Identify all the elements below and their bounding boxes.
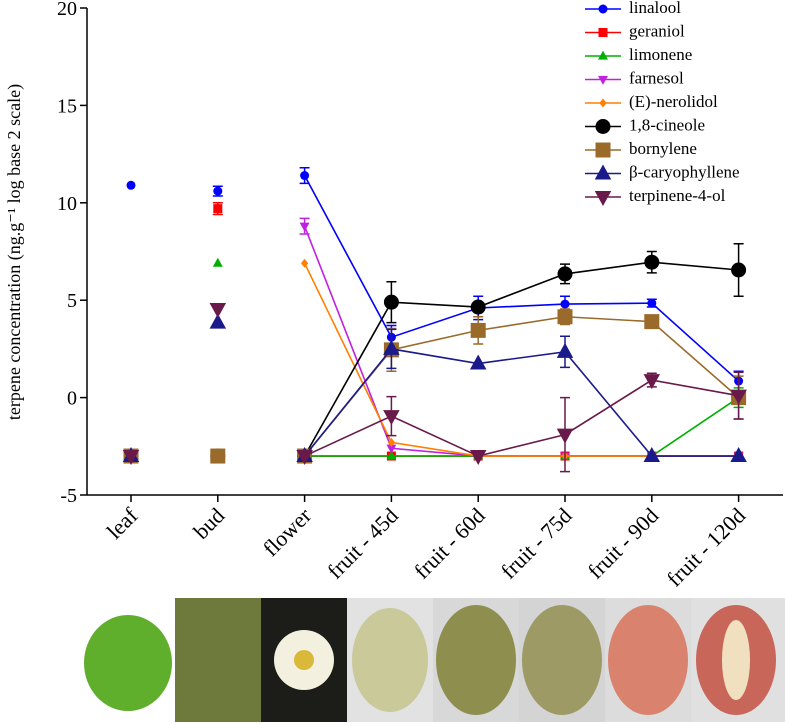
marker [556,342,574,358]
photos [84,598,785,722]
marker [730,389,747,405]
marker [730,447,747,463]
marker [647,298,657,308]
leaf-photo [84,615,172,711]
series-line [303,262,739,457]
legend-label: (E)-nerolidol [629,92,718,111]
fruit-120d-core [722,620,750,700]
x-tick-label: leaf [102,502,143,543]
x-tick-label: fruit - 120d [662,503,751,592]
legend-marker [598,28,608,37]
legend-label: geraniol [629,21,685,40]
y-tick-label: 10 [57,193,77,215]
fruit-45d [352,608,428,712]
marker [300,171,310,181]
marker [383,294,399,310]
flower-center [294,650,314,670]
legend-marker [595,119,611,134]
marker [470,299,486,315]
marker [126,180,136,190]
marker [212,257,223,267]
y-axis-label: terpene concentration (ng.g⁻¹ log base 2… [4,84,25,420]
y-tick-label: 20 [57,0,77,20]
y-tick-label: 15 [57,95,77,117]
marker [643,374,661,390]
y-tick-label: 5 [67,290,77,312]
y-tick-label: -5 [60,485,77,507]
marker [731,262,747,278]
marker [386,450,397,460]
legend-marker [598,50,608,60]
x-tick-label: bud [188,503,229,544]
marker [469,354,487,370]
y-tick-label: 0 [67,388,77,410]
legend-label: farnesol [629,68,684,87]
legend-marker [598,4,608,14]
bud-photo [175,598,261,722]
legend-marker [594,191,612,206]
x-tick-label: fruit - 60d [409,503,490,584]
marker [210,448,226,464]
x-tick-label: fruit - 75d [496,503,577,584]
marker [557,309,573,325]
marker [470,322,486,338]
marker [122,450,140,466]
legend-label: linalool [629,0,681,17]
legend-marker [599,98,607,108]
marker [296,450,313,466]
marker [556,428,574,444]
marker [387,437,395,447]
marker [560,299,570,309]
series-line [303,348,739,457]
fruit-75d [522,605,602,715]
marker [209,313,227,329]
marker [383,339,400,355]
marker [213,204,223,214]
series-line [303,261,739,457]
marker [383,410,400,426]
marker [644,314,660,330]
marker [299,222,310,232]
marker [301,258,309,268]
legend-label: β-caryophyllene [629,162,740,181]
x-tick-label: flower [258,502,317,561]
marker [469,450,487,466]
legend-label: limonene [629,45,692,64]
legend-marker [594,164,612,180]
x-tick-label: fruit - 45d [322,503,403,584]
marker [213,186,223,196]
series-line [304,379,739,457]
legend-label: terpinene-4-ol [629,186,726,205]
x-tick-label: fruit - 90d [583,503,664,584]
legend-label: bornylene [629,139,697,158]
legend-marker [598,75,608,85]
series-line [303,315,740,457]
fruit-60d [436,605,516,715]
series-line [303,175,740,382]
legend-marker [595,142,611,158]
marker [557,266,573,282]
marker [386,444,397,454]
fruit-90d [608,605,688,715]
marker [644,254,660,270]
legend-label: 1,8-cineole [629,115,705,134]
marker [643,447,661,463]
marker [209,302,227,318]
